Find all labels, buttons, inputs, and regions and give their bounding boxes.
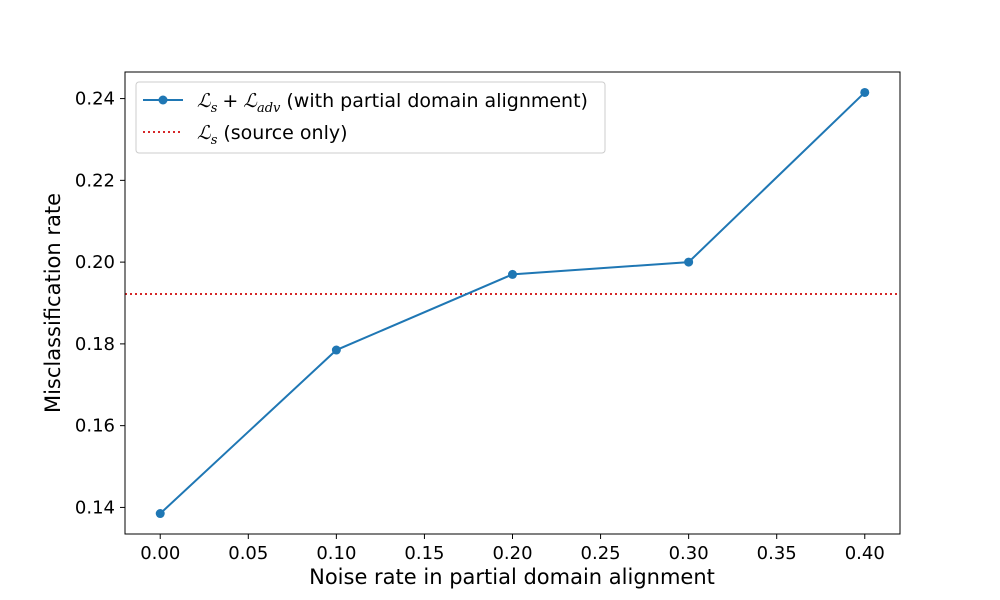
x-tick-label: 0.35: [757, 543, 797, 564]
data-point: [155, 509, 165, 519]
legend-series-math-2: ℒ: [243, 90, 258, 112]
legend-reference-suffix: (source only): [223, 122, 347, 144]
x-tick-label: 0.25: [581, 543, 621, 564]
x-tick-label: 0.20: [492, 543, 532, 564]
x-axis-label: Noise rate in partial domain alignment: [309, 565, 715, 589]
data-point: [860, 87, 870, 97]
y-tick-label: 0.18: [75, 334, 115, 355]
y-tick-label: 0.16: [75, 416, 115, 437]
legend-frame: [135, 81, 606, 154]
y-tick-label: 0.22: [75, 170, 115, 191]
legend-series-marker-swatch: [158, 95, 168, 105]
legend-series-sub-2: adv: [257, 101, 281, 116]
x-tick-label: 0.15: [404, 543, 444, 564]
x-tick-label: 0.40: [845, 543, 885, 564]
legend-reference-math: ℒ: [197, 122, 212, 144]
x-axis: 0.00 0.05 0.10 0.15 0.20 0.25 0.30 0.35 0.40: [140, 534, 885, 564]
legend: ℒs + ℒadv (with partial domain alignment) ℒ…: [135, 81, 606, 154]
legend-series-label: ℒs + ℒadv (with partial domain alignment): [197, 90, 588, 116]
x-tick-label: 0.05: [228, 543, 268, 564]
data-point: [684, 257, 694, 267]
y-axis-label: Misclassification rate: [41, 193, 65, 413]
legend-reference-sub: s: [211, 133, 218, 148]
y-tick-label: 0.24: [75, 89, 115, 110]
legend-reference-label: ℒs (source only): [197, 122, 348, 148]
legend-series-plus: +: [222, 90, 238, 112]
y-axis: 0.14 0.16 0.18 0.20 0.22 0.24: [75, 89, 125, 518]
series-layer: [155, 87, 870, 519]
data-point: [331, 345, 341, 355]
x-tick-label: 0.10: [316, 543, 356, 564]
legend-series-suffix: (with partial domain alignment): [286, 90, 588, 112]
legend-series-sub-1: s: [211, 101, 218, 116]
x-tick-label: 0.30: [669, 543, 709, 564]
legend-series-math-1: ℒ: [197, 90, 212, 112]
y-tick-label: 0.20: [75, 252, 115, 273]
y-tick-label: 0.14: [75, 497, 115, 518]
x-tick-label: 0.00: [140, 543, 180, 564]
data-point: [508, 269, 517, 279]
